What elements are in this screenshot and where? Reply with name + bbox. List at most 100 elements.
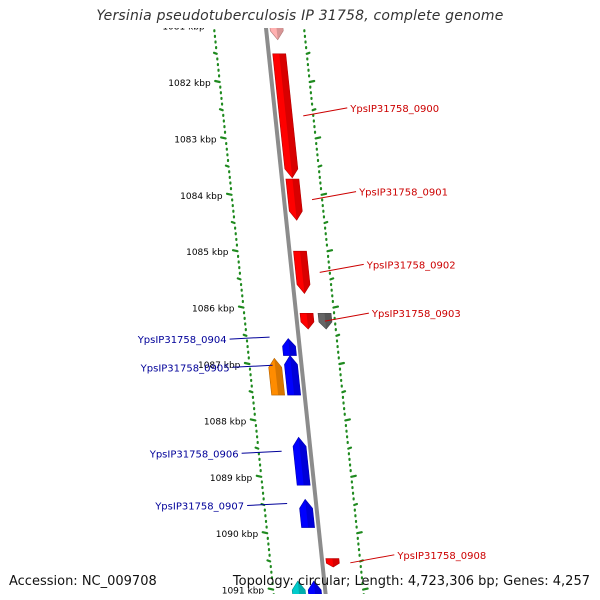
right-tick-dot	[332, 305, 340, 309]
gene-arrow[interactable]	[325, 558, 340, 568]
gene-label[interactable]: YpsIP31758_0905	[140, 363, 230, 374]
left-tick-dot	[261, 531, 269, 535]
scale-label: 1091 kbp	[222, 587, 265, 597]
scale-label: 1082 kbp	[168, 79, 211, 89]
gene-arrow-shade	[276, 28, 284, 40]
left-tick-dot	[243, 361, 251, 366]
label-leader-line	[247, 502, 288, 506]
gene-label[interactable]: YpsIP31758_0903	[371, 309, 461, 320]
left-tick-dot	[267, 587, 275, 591]
left-tick-dot	[236, 277, 242, 281]
label-leader-line	[232, 364, 273, 368]
gene-label[interactable]: YpsIP31758_0902	[366, 260, 456, 271]
left-tick-dot	[249, 418, 257, 422]
left-tick-dot	[255, 474, 263, 478]
gene-arrow[interactable]	[272, 53, 299, 179]
right-tick-dot	[347, 446, 353, 450]
right-tick-dot	[362, 587, 369, 591]
gene-arrow-shade	[279, 53, 298, 178]
gene-arrow[interactable]	[307, 580, 322, 600]
left-tick-dot	[254, 446, 260, 450]
label-leader-line	[324, 312, 369, 322]
left-tick-dot	[248, 390, 254, 394]
right-tick-dot	[338, 361, 345, 366]
scale-label: 1090 kbp	[216, 530, 259, 540]
gene-arrow-shade	[313, 581, 322, 594]
left-tick-dot	[224, 164, 230, 168]
gene-arrow[interactable]	[291, 580, 306, 600]
gene-arrow[interactable]	[293, 250, 311, 295]
label-leader-line	[350, 554, 395, 564]
right-tick-dot	[311, 108, 317, 112]
left-tick-dot	[214, 79, 221, 84]
right-tick-dot	[329, 277, 335, 281]
gene-labels: YpsIP31758_0900 YpsIP31758_0901 YpsIP31758…	[137, 104, 486, 564]
label-leader-line	[311, 191, 357, 201]
left-tick-dot	[218, 108, 224, 112]
scale-label: 1088 kbp	[204, 417, 247, 427]
gene-arrow-shade	[274, 358, 285, 396]
left-tick-dot	[266, 559, 272, 563]
left-tick-dot	[242, 333, 248, 337]
left-tick-dot	[212, 51, 218, 55]
scale-labels: 1081 kbp 1082 kbp 1083 kbp 1084 kbp 1085 kbp…	[162, 23, 265, 597]
gene-label[interactable]: YpsIP31758_0901	[358, 188, 448, 199]
scale-label: 1085 kbp	[186, 248, 229, 258]
left-tick-dot	[237, 305, 245, 309]
gene-arrow[interactable]	[285, 178, 303, 221]
genome-summary-text: Topology: circular; Length: 4,723,306 bp…	[232, 574, 590, 589]
label-leader-line	[303, 107, 348, 117]
scale-label: 1087 kbp	[198, 361, 241, 371]
gene-arrow-shade	[288, 338, 297, 356]
left-tick-dot	[230, 220, 236, 225]
right-tick-dot	[335, 333, 341, 337]
gene-label[interactable]: YpsIP31758_0904	[137, 335, 227, 346]
gene-label[interactable]: YpsIP31758_0900	[349, 104, 439, 115]
gene-arrow[interactable]	[282, 338, 297, 356]
gene-features	[268, 20, 340, 600]
right-tick-dot	[326, 249, 334, 253]
gene-arrow[interactable]	[268, 357, 285, 396]
scale-label: 1083 kbp	[174, 135, 217, 145]
right-tick-dot	[323, 220, 329, 225]
left-tick-dot	[225, 192, 233, 196]
gene-arrow-shade	[306, 313, 314, 330]
right-tick-dot	[305, 51, 311, 55]
label-leader-line	[229, 336, 270, 340]
left-tick-dot	[220, 136, 227, 140]
gene-label[interactable]: YpsIP31758_0908	[396, 551, 486, 562]
gene-arrow[interactable]	[299, 312, 315, 330]
gene-arrow-shade	[332, 558, 340, 568]
gene-arrow-shade	[292, 179, 303, 221]
right-tick-dot	[317, 164, 323, 168]
genome-backbone	[263, 28, 328, 594]
right-tick-dot	[356, 531, 363, 535]
scale-label: 1084 kbp	[180, 192, 223, 202]
right-tick-dot	[314, 136, 322, 140]
gene-arrow[interactable]	[292, 436, 311, 486]
left-tick-dot	[231, 249, 239, 253]
page-title: Yersinia pseudotuberculosis IP 31758, co…	[96, 8, 504, 24]
gene-label[interactable]: YpsIP31758_0906	[149, 449, 239, 460]
gene-arrow[interactable]	[299, 498, 315, 528]
gene-arrow[interactable]	[269, 20, 284, 41]
right-tick-dot	[350, 474, 357, 478]
right-tick-dot	[320, 192, 328, 196]
scale-label: 1086 kbp	[192, 305, 235, 315]
gene-arrow-shade	[298, 437, 311, 486]
right-tick-dot	[341, 390, 347, 394]
accession-text: Accession: NC_009708	[9, 574, 157, 589]
gene-arrow-shade	[297, 581, 306, 594]
gene-arrow-shade	[289, 355, 301, 396]
gene-arrow-shade	[324, 313, 332, 330]
gene-label[interactable]: YpsIP31758_0907	[154, 501, 244, 512]
label-leader-line	[241, 450, 282, 454]
right-tick-dot	[308, 79, 316, 84]
left-tick-dot	[209, 25, 213, 26]
gene-arrow-shade	[300, 251, 311, 294]
label-leader-line	[319, 263, 364, 273]
scale-label: 1081 kbp	[162, 23, 205, 33]
gene-arrow[interactable]	[284, 355, 301, 396]
gene-arrow-shade	[305, 499, 315, 528]
